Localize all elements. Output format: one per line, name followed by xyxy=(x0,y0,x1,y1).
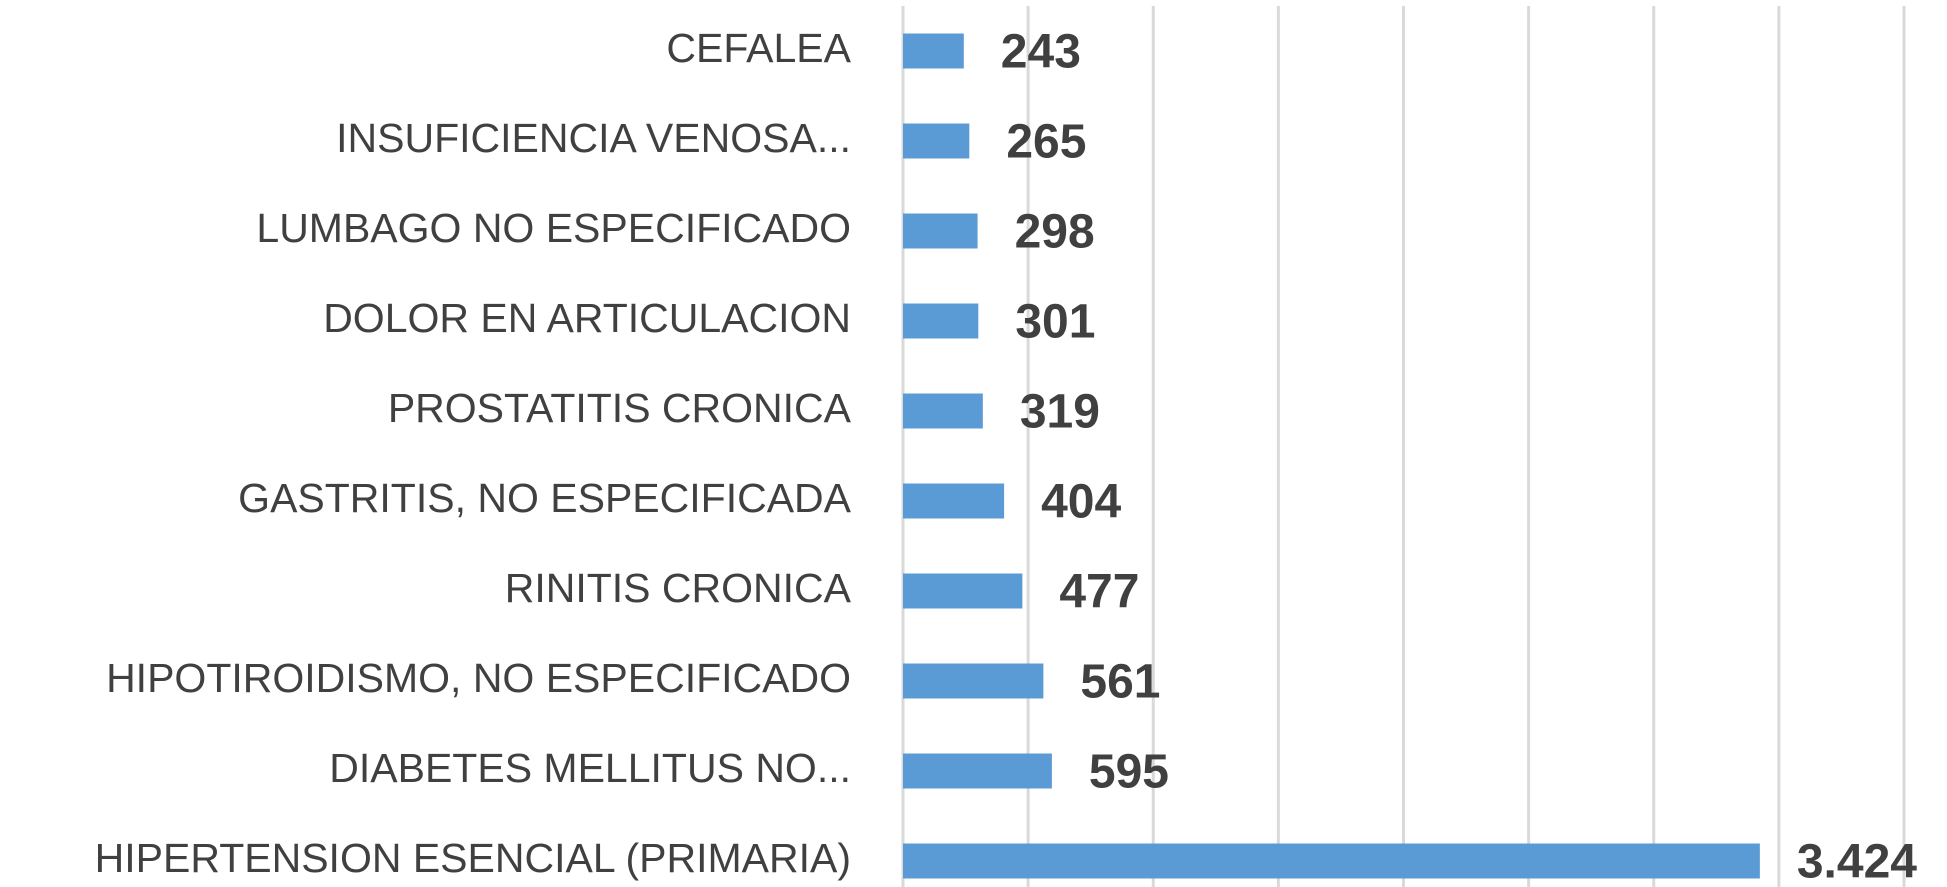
category-label: INSUFICIENCIA VENOSA... xyxy=(336,115,851,161)
bar xyxy=(903,663,1044,699)
data-label: 3.424 xyxy=(1797,836,1917,887)
data-label: 301 xyxy=(1015,296,1095,349)
bar xyxy=(903,33,964,69)
category-label: HIPOTIROIDISMO, NO ESPECIFICADO xyxy=(106,655,851,701)
bar xyxy=(903,303,979,339)
bar xyxy=(903,843,1760,879)
data-label: 477 xyxy=(1059,566,1139,619)
category-label: GASTRITIS, NO ESPECIFICADA xyxy=(238,475,851,521)
data-label: 561 xyxy=(1080,656,1160,709)
category-label: DOLOR EN ARTICULACION xyxy=(323,295,851,341)
category-label: RINITIS CRONICA xyxy=(505,565,852,611)
category-label: DIABETES MELLITUS NO... xyxy=(329,745,851,791)
bar xyxy=(903,393,983,429)
bar xyxy=(903,483,1005,519)
category-label: HIPERTENSION ESENCIAL (PRIMARIA) xyxy=(95,835,851,881)
category-label: PROSTATITIS CRONICA xyxy=(388,385,852,431)
bar xyxy=(903,753,1052,789)
data-label: 319 xyxy=(1020,386,1100,439)
category-label: LUMBAGO NO ESPECIFICADO xyxy=(256,205,851,251)
data-label: 298 xyxy=(1015,206,1095,259)
bar xyxy=(903,123,970,159)
data-label: 265 xyxy=(1006,116,1086,169)
data-label: 404 xyxy=(1041,476,1121,529)
data-label: 243 xyxy=(1001,26,1081,79)
data-label: 595 xyxy=(1089,746,1169,799)
bar xyxy=(903,213,978,249)
category-label: CEFALEA xyxy=(666,25,851,71)
bar xyxy=(903,573,1023,609)
